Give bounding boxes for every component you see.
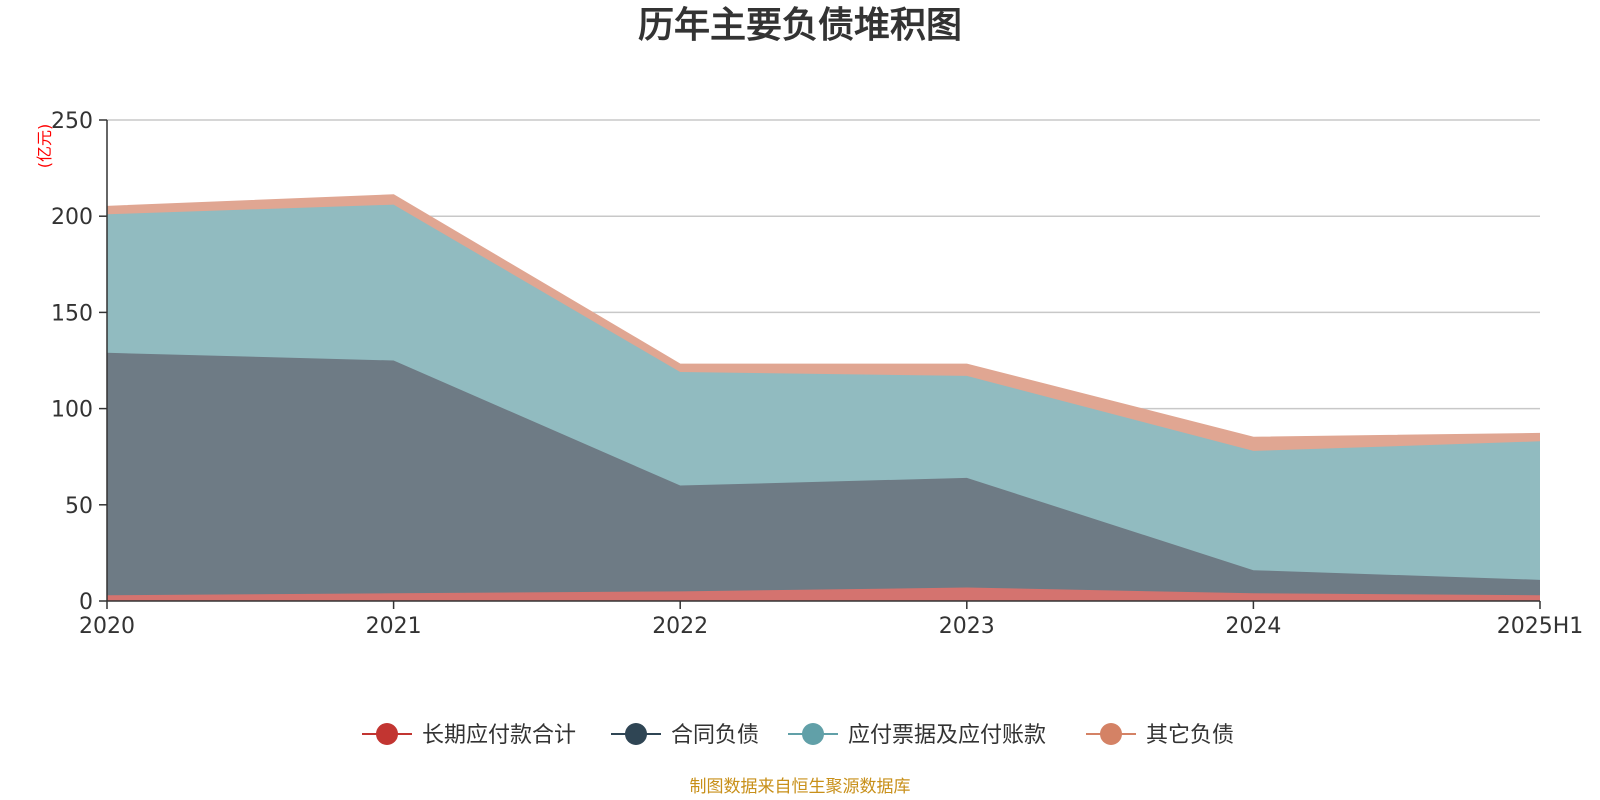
x-tick-label: 2025H1: [1497, 614, 1584, 639]
y-tick-label: 150: [51, 301, 93, 326]
x-tick-label: 2024: [1225, 614, 1281, 639]
y-tick-label: 50: [65, 494, 93, 519]
legend: 长期应付款合计 合同负债 应付票据及应付账款 其它负债: [362, 723, 1234, 748]
y-tick-label: 100: [51, 398, 93, 423]
x-tick-label: 2021: [366, 614, 422, 639]
legend-label: 合同负债: [671, 723, 759, 748]
legend-label: 其它负债: [1146, 723, 1234, 748]
y-tick-label: 200: [51, 205, 93, 230]
legend-swatch-dot: [625, 723, 647, 745]
x-tick-label: 2022: [652, 614, 708, 639]
y-tick-label: 0: [79, 590, 93, 615]
series-area: [107, 352, 1540, 596]
series-line: [106, 194, 1541, 439]
x-tick-label: 2020: [79, 614, 135, 639]
area-layer: [106, 194, 1541, 601]
chart-title: 历年主要负债堆积图: [638, 5, 962, 46]
source-note: 制图数据来自恒生聚源数据库: [690, 777, 911, 797]
legend-label: 长期应付款合计: [422, 723, 576, 748]
legend-swatch-dot: [802, 723, 824, 745]
legend-label: 应付票据及应付账款: [848, 723, 1046, 748]
series-area: [107, 587, 1540, 601]
y-axis-unit-label: (亿元): [35, 124, 54, 169]
x-tick-label: 2023: [939, 614, 995, 639]
legend-swatch-dot: [376, 723, 398, 745]
legend-swatch-dot: [1100, 723, 1122, 745]
y-tick-label: 250: [51, 109, 93, 134]
series-area: [107, 204, 1540, 580]
axis-layer: 0 50 100 150 200 250 2020 2021 2022 2023 2024 2025H…: [51, 109, 1583, 639]
